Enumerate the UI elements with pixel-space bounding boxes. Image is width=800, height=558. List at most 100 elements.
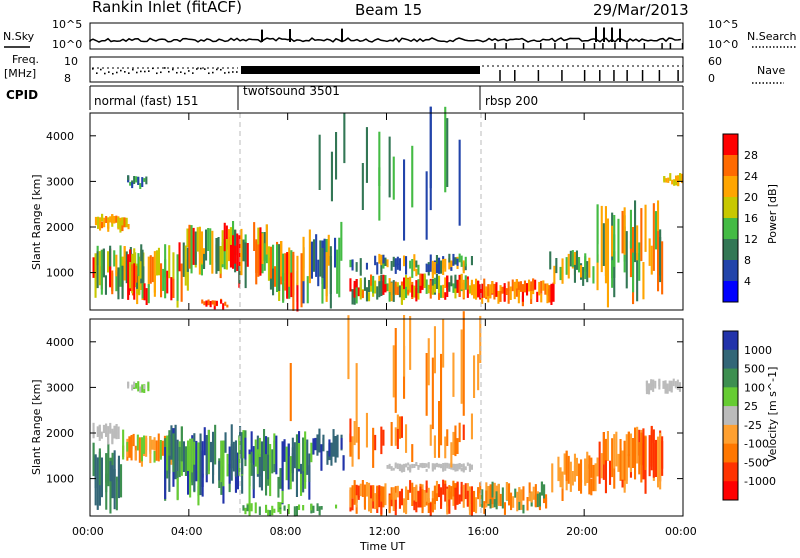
heatmap-cell [125, 251, 128, 284]
heatmap-cell [96, 251, 99, 289]
heatmap-cell [421, 489, 424, 511]
heatmap-cell [365, 482, 368, 497]
heatmap-cell [617, 218, 620, 263]
heatmap-cell [458, 494, 461, 504]
cpid-panel: CPID normal (fast) 151 twofsound 3501 rb… [6, 84, 684, 110]
heatmap-cell [419, 273, 422, 286]
heatmap-cell [188, 224, 191, 269]
heatmap-cell [178, 446, 181, 478]
heatmap-cell [519, 281, 522, 292]
heatmap-cell [376, 286, 379, 300]
heatmap-cell [396, 428, 399, 449]
colorbar-tick-label: -100 [744, 438, 769, 451]
heatmap-cell [334, 436, 337, 463]
heatmap-cell [109, 216, 112, 223]
heatmap-cell [353, 421, 356, 446]
heatmap-cell [380, 275, 383, 296]
power-heatmap-cells [92, 106, 684, 312]
heatmap-cell [516, 491, 519, 512]
heatmap-cell [444, 436, 447, 459]
heatmap-cell [111, 465, 114, 499]
heatmap-cell [629, 433, 632, 473]
heatmap-cell [396, 256, 399, 266]
heatmap-cell [636, 225, 639, 261]
heatmap-cell [619, 439, 622, 481]
heatmap-cell [435, 480, 438, 494]
heatmap-cell [508, 483, 511, 506]
freq-left-tick-top: 10 [64, 55, 78, 68]
date-label: 29/Mar/2013 [593, 1, 689, 19]
heatmap-cell [575, 457, 578, 477]
heatmap-cell [411, 482, 414, 506]
heatmap-cell [187, 469, 190, 495]
colorbar-tick-label: -500 [744, 456, 769, 469]
heatmap-cell [413, 487, 416, 501]
heatmap-cell [131, 384, 134, 391]
heatmap-cell [254, 439, 257, 467]
y-tick-label: 2000 [46, 221, 74, 234]
heatmap-cell [302, 437, 305, 472]
heatmap-cell [359, 258, 362, 276]
heatmap-cell [398, 258, 401, 271]
heatmap-cell [320, 506, 323, 510]
heatmap-cell [462, 465, 465, 473]
colorbar-swatch [723, 424, 738, 445]
heatmap-cell [473, 355, 476, 398]
heatmap-cell [182, 242, 185, 277]
heatmap-cell [293, 442, 296, 469]
heatmap-cell [580, 459, 583, 483]
heatmap-cell [623, 440, 626, 481]
heatmap-cell [627, 431, 630, 468]
heatmap-cell [229, 227, 232, 245]
heatmap-cell [246, 504, 249, 512]
heatmap-cell [456, 482, 459, 505]
heatmap-cell [252, 464, 255, 490]
heatmap-cell [117, 459, 120, 482]
heatmap-cell [394, 281, 397, 295]
heatmap-cell [567, 455, 570, 484]
heatmap-cell [318, 428, 321, 453]
heatmap-cell [335, 504, 338, 509]
heatmap-cell [176, 439, 179, 478]
heatmap-cell [172, 278, 175, 298]
heatmap-cell [544, 283, 547, 295]
heatmap-cell [145, 176, 148, 185]
heatmap-cell [168, 455, 171, 492]
colorbar-swatch [723, 260, 738, 282]
colorbar-tick-label: 500 [744, 363, 765, 376]
heatmap-cell [458, 279, 461, 297]
heatmap-cell [415, 268, 418, 277]
heatmap-cell [308, 229, 311, 284]
heatmap-cell [512, 496, 515, 508]
heatmap-cell [588, 455, 591, 495]
heatmap-cell [263, 254, 266, 271]
heatmap-cell [501, 487, 504, 509]
heatmap-cell [129, 262, 132, 289]
heatmap-cell [232, 235, 235, 269]
colorbar-tick-label: 8 [744, 254, 751, 267]
heatmap-cell [657, 200, 660, 259]
colorbar-tick-label: 16 [744, 212, 758, 225]
heatmap-cell [174, 424, 177, 466]
heatmap-cell [355, 279, 358, 290]
heatmap-cell [438, 275, 441, 294]
heatmap-cell [220, 299, 223, 304]
heatmap-cell [561, 258, 564, 284]
heatmap-cell [433, 262, 436, 275]
heatmap-cell [386, 283, 389, 292]
freq-dot [112, 72, 114, 75]
colorbar-swatch [723, 197, 738, 219]
heatmap-cell [666, 388, 669, 394]
heatmap-cell [513, 281, 516, 300]
colorbar-tick-label: 100 [744, 381, 765, 394]
heatmap-cell [470, 464, 473, 470]
heatmap-cell [149, 436, 152, 464]
heatmap-cell [222, 440, 225, 487]
heatmap-cell [534, 279, 537, 290]
heatmap-cell [349, 259, 352, 268]
heatmap-cell [115, 215, 118, 223]
heatmap-cell [211, 230, 214, 274]
heatmap-cell [147, 256, 150, 288]
heatmap-cell [342, 455, 345, 471]
heatmap-cell [652, 429, 655, 478]
